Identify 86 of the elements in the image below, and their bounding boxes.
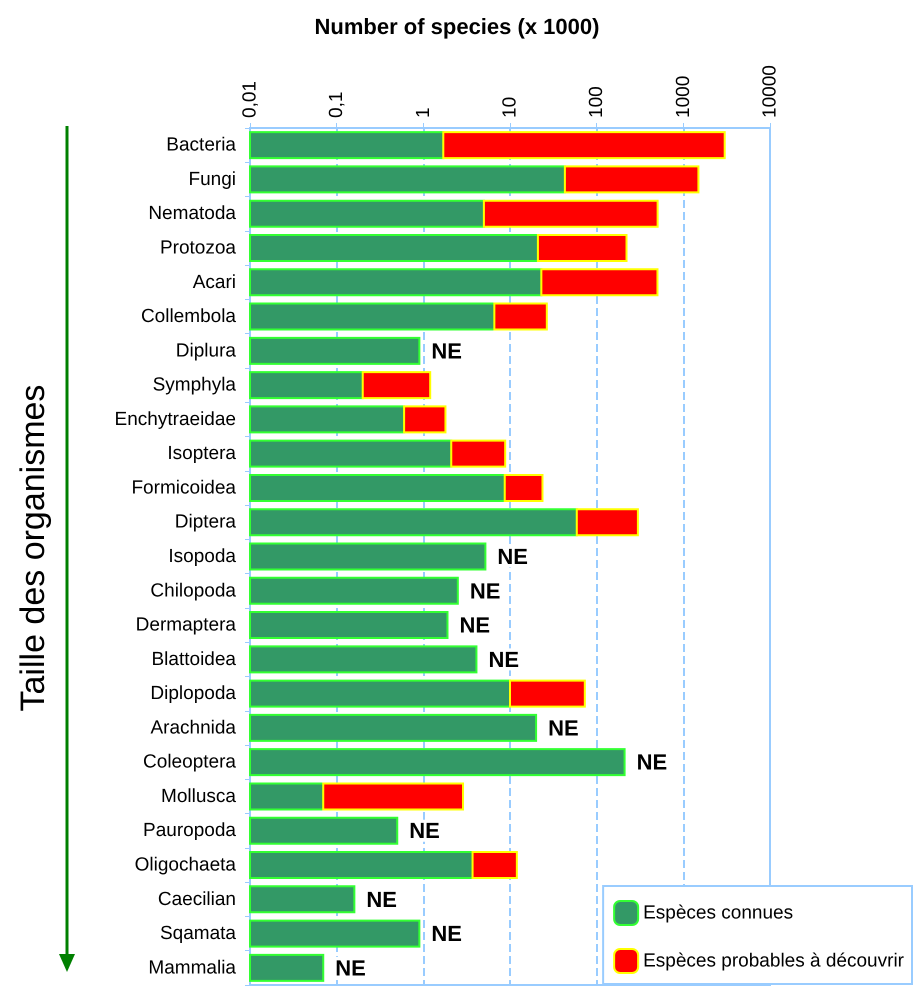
bar <box>249 680 511 708</box>
y-tick-label: Diptera <box>174 512 236 533</box>
bar <box>249 851 474 880</box>
x-tick-label: 10 <box>500 96 520 118</box>
y-tick-label: Protozoa <box>160 237 236 258</box>
bar <box>249 336 420 365</box>
y-tick-label: Formicoidea <box>131 477 236 498</box>
annotation: NE <box>366 886 397 912</box>
y-tick-label: Caecilian <box>158 888 236 910</box>
bar <box>249 405 406 434</box>
bar <box>249 131 444 160</box>
bar <box>249 645 478 674</box>
bar <box>509 680 586 708</box>
bar <box>249 954 324 982</box>
bar <box>249 234 539 262</box>
y-tick-label: Enchytraeidae <box>114 408 236 430</box>
bar <box>362 371 432 400</box>
y-tick-label: Blattoidea <box>151 648 236 670</box>
y-tick-label: Pauropoda <box>143 820 236 842</box>
bar <box>249 302 496 331</box>
y-tick-label: Acari <box>192 272 236 293</box>
legend-label: Espèces probables à découvrir <box>643 950 905 972</box>
bar <box>403 405 446 434</box>
bar <box>322 782 464 810</box>
y-tick-label: Sqamata <box>160 923 236 944</box>
bar <box>249 782 324 810</box>
annotation: NE <box>636 750 668 775</box>
bar <box>249 611 448 640</box>
y-tick-label: Isopoda <box>168 546 236 567</box>
bar <box>249 920 420 948</box>
y-tick-label: Chilopoda <box>150 580 236 602</box>
annotation: NE <box>431 921 462 946</box>
bar <box>249 714 538 742</box>
bar <box>249 576 459 605</box>
bar <box>540 268 658 296</box>
bar <box>249 200 485 228</box>
bar <box>536 234 628 262</box>
x-tick-label: 0,1 <box>326 92 348 118</box>
bar <box>450 440 506 468</box>
y-tick-label: Fungi <box>188 168 236 190</box>
bar <box>504 474 544 502</box>
x-tick-label: 100 <box>586 86 608 118</box>
y-tick-label: Diplura <box>176 340 236 362</box>
x-tick-label: 1 <box>412 107 434 118</box>
x-axis-title: Number of species (x 1000) <box>314 14 600 40</box>
bar <box>249 371 364 400</box>
bar <box>482 200 659 228</box>
bar <box>249 268 542 296</box>
bar <box>249 474 506 502</box>
x-tick-label: 0,01 <box>240 81 260 118</box>
y-tick-label: Arachnida <box>150 717 236 738</box>
y-axis-title: Taille des organismes <box>14 384 53 712</box>
bar <box>576 508 639 536</box>
bar <box>249 165 566 194</box>
annotation: NE <box>548 715 579 740</box>
bar <box>249 542 486 570</box>
x-tick-label: 10000 <box>760 65 780 118</box>
y-tick-label: Mollusca <box>161 786 236 807</box>
y-tick-label: Coleoptera <box>143 752 236 773</box>
bar <box>249 440 452 468</box>
x-tick-label: 1000 <box>672 76 694 118</box>
y-tick-label: Diplopoda <box>150 683 236 704</box>
bar <box>249 816 398 845</box>
annotation: NE <box>470 578 500 604</box>
annotation: NE <box>335 955 366 980</box>
annotation: NE <box>488 646 520 672</box>
y-tick-label: Nematoda <box>148 203 236 224</box>
y-tick-label: Dermaptera <box>136 614 236 636</box>
bar <box>564 165 700 194</box>
annotation: NE <box>431 338 462 364</box>
y-tick-label: Oligochaeta <box>134 854 236 876</box>
bar <box>472 851 518 880</box>
y-tick-label: Symphyla <box>152 374 236 396</box>
y-tick-label: Bacteria <box>166 134 236 156</box>
bar <box>249 748 626 776</box>
bar <box>442 131 726 160</box>
bar <box>249 885 356 914</box>
legend-label: Espèces connues <box>643 902 794 924</box>
annotation: NE <box>497 544 528 569</box>
bar <box>249 508 578 536</box>
y-tick-label: Collembola <box>140 306 236 328</box>
bar <box>493 302 548 331</box>
annotation: NE <box>409 818 440 844</box>
y-tick-label: Isoptera <box>167 443 236 464</box>
y-tick-label: Mammalia <box>148 957 236 978</box>
annotation: NE <box>459 612 490 638</box>
